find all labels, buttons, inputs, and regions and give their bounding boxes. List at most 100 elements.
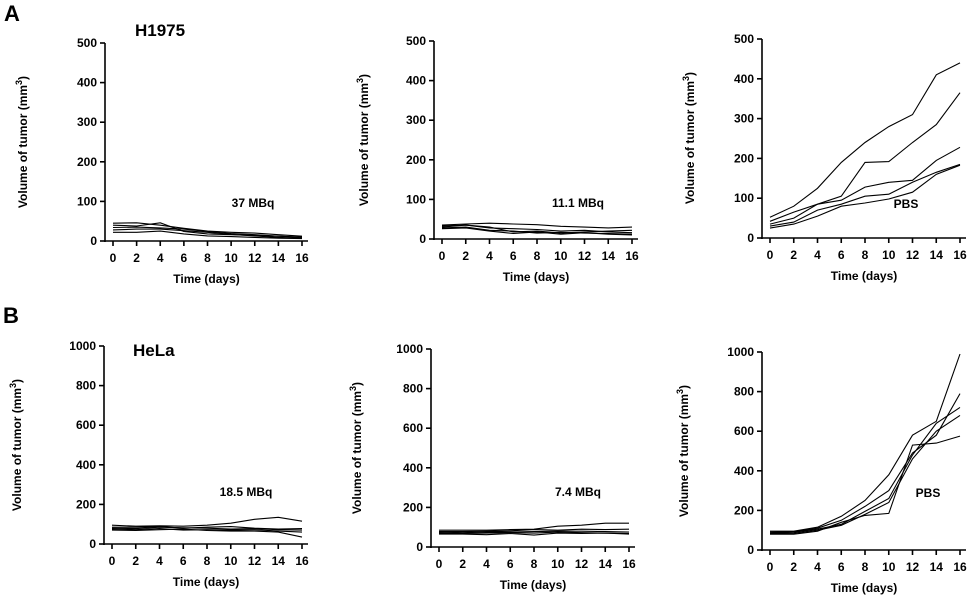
x-tick-label: 4 bbox=[156, 554, 163, 568]
series-line-4 bbox=[112, 228, 303, 239]
series-line-2 bbox=[769, 92, 961, 222]
cell-line-label: H1975 bbox=[135, 21, 185, 40]
cell-line-label: HeLa bbox=[133, 341, 175, 360]
x-tick-label: 8 bbox=[531, 557, 538, 571]
x-axis-label: Time (days) bbox=[503, 270, 569, 284]
chart-panel-6: 0 200 400 600 800 1000 0 2 4 6 8 10 12 14 16 Time (days… bbox=[675, 345, 967, 595]
x-tick-label: 12 bbox=[248, 251, 262, 265]
x-tick-label: 6 bbox=[507, 557, 514, 571]
series-line-3 bbox=[112, 226, 303, 238]
y-axis-label: Volume of tumor (mm3) bbox=[14, 76, 30, 208]
y-tick-label: 500 bbox=[734, 32, 754, 46]
x-tick-label: 14 bbox=[599, 557, 613, 571]
x-tick-label: 4 bbox=[486, 249, 493, 263]
y-axis-label: Volume of tumor (mm3) bbox=[681, 72, 697, 204]
panel-letter: A bbox=[4, 1, 20, 26]
x-tick-label: 4 bbox=[483, 557, 490, 571]
x-tick-label: 6 bbox=[510, 249, 517, 263]
x-tick-label: 0 bbox=[110, 251, 117, 265]
x-tick-label: 6 bbox=[181, 251, 188, 265]
x-axis-label: Time (days) bbox=[173, 575, 239, 589]
series-line-3 bbox=[111, 526, 303, 531]
series-line-1 bbox=[770, 353, 961, 532]
x-tick-label: 10 bbox=[224, 554, 238, 568]
y-tick-label: 200 bbox=[403, 500, 423, 514]
y-tick-label: 400 bbox=[76, 458, 96, 472]
y-tick-label: 0 bbox=[416, 540, 423, 554]
y-tick-label: 200 bbox=[77, 155, 97, 169]
y-tick-label: 400 bbox=[403, 461, 423, 475]
series-line-3 bbox=[438, 530, 630, 534]
series-line-1 bbox=[769, 62, 961, 218]
x-tick-label: 16 bbox=[622, 557, 636, 571]
chart-panel-3: 0 100 200 300 400 500 0 2 4 6 8 10 12 14 16 Time (days)… bbox=[681, 32, 967, 283]
chart-panel-2: 0 100 200 300 400 500 0 2 4 6 8 10 12 14 16 Time (days)… bbox=[355, 34, 639, 284]
y-tick-label: 100 bbox=[734, 191, 754, 205]
y-tick-label: 0 bbox=[89, 537, 96, 551]
chart-panel-1: 0 100 200 300 400 500 0 2 4 6 8 10 12 14 16 Time (days)… bbox=[4, 1, 309, 286]
y-tick-label: 600 bbox=[734, 424, 754, 438]
x-tick-label: 0 bbox=[436, 557, 443, 571]
series-line-2 bbox=[439, 528, 630, 533]
x-tick-label: 0 bbox=[767, 560, 774, 574]
x-tick-label: 16 bbox=[295, 554, 309, 568]
x-tick-label: 12 bbox=[575, 557, 589, 571]
x-tick-label: 4 bbox=[814, 560, 821, 574]
x-tick-label: 0 bbox=[439, 249, 446, 263]
x-tick-label: 12 bbox=[248, 554, 262, 568]
x-tick-label: 12 bbox=[578, 249, 592, 263]
x-tick-label: 8 bbox=[534, 249, 541, 263]
x-tick-label: 16 bbox=[953, 560, 967, 574]
x-tick-label: 14 bbox=[602, 249, 616, 263]
dose-label: 7.4 MBq bbox=[555, 485, 601, 499]
x-axis-label: Time (days) bbox=[831, 269, 897, 283]
y-tick-label: 0 bbox=[90, 234, 97, 248]
y-tick-label: 200 bbox=[734, 151, 754, 165]
x-tick-label: 8 bbox=[862, 560, 869, 574]
y-tick-label: 400 bbox=[77, 76, 97, 90]
x-tick-label: 10 bbox=[551, 557, 565, 571]
y-axis-label: Volume of tumor (mm3) bbox=[355, 74, 371, 206]
x-tick-label: 2 bbox=[790, 560, 797, 574]
x-axis-label: Time (days) bbox=[173, 272, 239, 286]
y-tick-label: 100 bbox=[77, 194, 97, 208]
series-line-4 bbox=[769, 163, 961, 227]
x-tick-label: 10 bbox=[882, 248, 896, 262]
y-axis-label: Volume of tumor (mm3) bbox=[348, 382, 364, 514]
y-tick-label: 1000 bbox=[69, 339, 96, 353]
y-tick-label: 800 bbox=[76, 379, 96, 393]
x-tick-label: 6 bbox=[180, 554, 187, 568]
x-tick-label: 16 bbox=[295, 251, 309, 265]
x-tick-label: 4 bbox=[814, 248, 821, 262]
dose-label: 37 MBq bbox=[232, 196, 275, 210]
y-tick-label: 600 bbox=[76, 418, 96, 432]
y-tick-label: 300 bbox=[734, 112, 754, 126]
x-axis-label: Time (days) bbox=[831, 581, 897, 595]
x-tick-label: 2 bbox=[462, 249, 469, 263]
x-tick-label: 14 bbox=[272, 251, 286, 265]
x-tick-label: 2 bbox=[133, 251, 140, 265]
series-line-5 bbox=[111, 528, 303, 538]
y-axis-label: Volume of tumor (mm3) bbox=[675, 385, 691, 517]
x-tick-label: 10 bbox=[882, 560, 896, 574]
x-tick-label: 14 bbox=[930, 248, 944, 262]
series-line-3 bbox=[441, 224, 633, 234]
y-tick-label: 0 bbox=[747, 231, 754, 245]
x-tick-label: 6 bbox=[838, 248, 845, 262]
y-tick-label: 200 bbox=[734, 503, 754, 517]
y-tick-label: 0 bbox=[419, 232, 426, 246]
dose-label: PBS bbox=[894, 197, 919, 211]
dose-label: 18.5 MBq bbox=[220, 485, 273, 499]
x-tick-label: 6 bbox=[838, 560, 845, 574]
chart-panel-4: 0 200 400 600 800 1000 0 2 4 6 8 10 12 14 16 Time (days… bbox=[3, 303, 309, 589]
x-tick-label: 14 bbox=[930, 560, 944, 574]
series-line-5 bbox=[113, 230, 303, 240]
y-tick-label: 0 bbox=[747, 543, 754, 557]
x-axis-label: Time (days) bbox=[500, 578, 566, 592]
x-tick-label: 0 bbox=[767, 248, 774, 262]
x-tick-label: 10 bbox=[554, 249, 568, 263]
x-tick-label: 4 bbox=[157, 251, 164, 265]
y-tick-label: 800 bbox=[403, 382, 423, 396]
y-tick-label: 1000 bbox=[727, 345, 754, 359]
